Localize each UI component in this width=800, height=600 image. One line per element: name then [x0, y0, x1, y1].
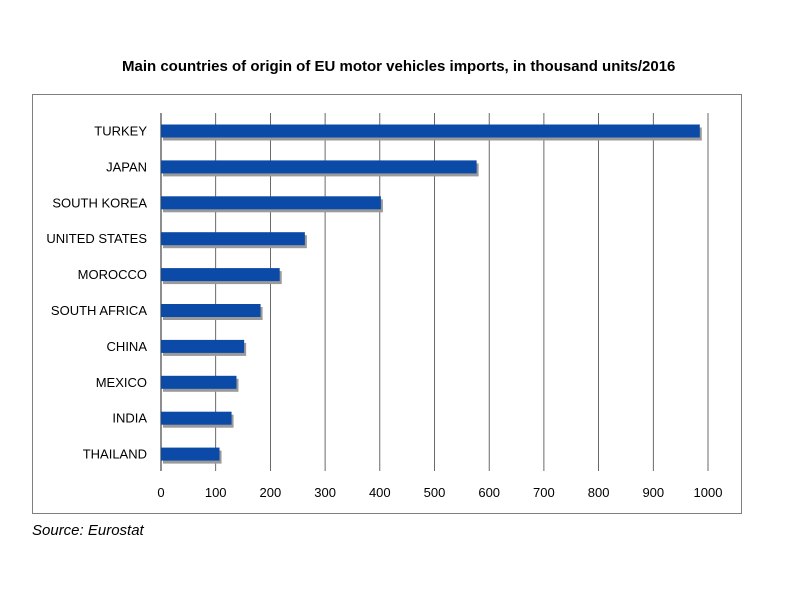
bar-united-states: [161, 232, 305, 246]
bar-south-korea: [161, 196, 381, 210]
bar-japan: [161, 160, 477, 174]
x-tick-label: 900: [642, 485, 664, 500]
category-label: MOROCCO: [78, 267, 147, 282]
x-tick-label: 600: [478, 485, 500, 500]
chart-title: Main countries of origin of EU motor veh…: [122, 58, 676, 75]
x-tick-label: 200: [260, 485, 282, 500]
category-label: THAILAND: [83, 447, 147, 462]
category-label: JAPAN: [106, 159, 147, 174]
x-tick-label: 400: [369, 485, 391, 500]
x-tick-label: 1000: [694, 485, 723, 500]
category-label: TURKEY: [94, 124, 147, 139]
category-label: SOUTH KOREA: [52, 195, 147, 210]
category-labels: TURKEY JAPAN SOUTH KOREA UNITED STATES MOROC…: [46, 124, 147, 462]
category-label: INDIA: [112, 411, 147, 426]
category-label: SOUTH AFRICA: [51, 303, 147, 318]
x-tick-labels: 0 100 200 300 400 500 600 700 800 900 1000: [157, 485, 722, 500]
bar-south-africa: [161, 304, 261, 317]
bars: [161, 124, 702, 464]
bar-thailand: [161, 447, 220, 461]
x-tick-label: 0: [157, 485, 164, 500]
x-tick-label: 500: [424, 485, 446, 500]
bar-india: [161, 411, 232, 425]
source-note: Source: Eurostat: [32, 522, 144, 539]
x-tick-label: 800: [588, 485, 610, 500]
bar-turkey: [161, 124, 700, 138]
x-tick-label: 700: [533, 485, 555, 500]
category-label: UNITED STATES: [46, 231, 147, 246]
bar-morocco: [161, 268, 280, 282]
category-label: CHINA: [107, 339, 148, 354]
bar-china: [161, 339, 245, 353]
x-tick-label: 300: [314, 485, 336, 500]
bar-mexico: [161, 375, 237, 389]
x-tick-label: 100: [205, 485, 227, 500]
chart-frame: [32, 94, 742, 514]
category-label: MEXICO: [96, 375, 147, 390]
